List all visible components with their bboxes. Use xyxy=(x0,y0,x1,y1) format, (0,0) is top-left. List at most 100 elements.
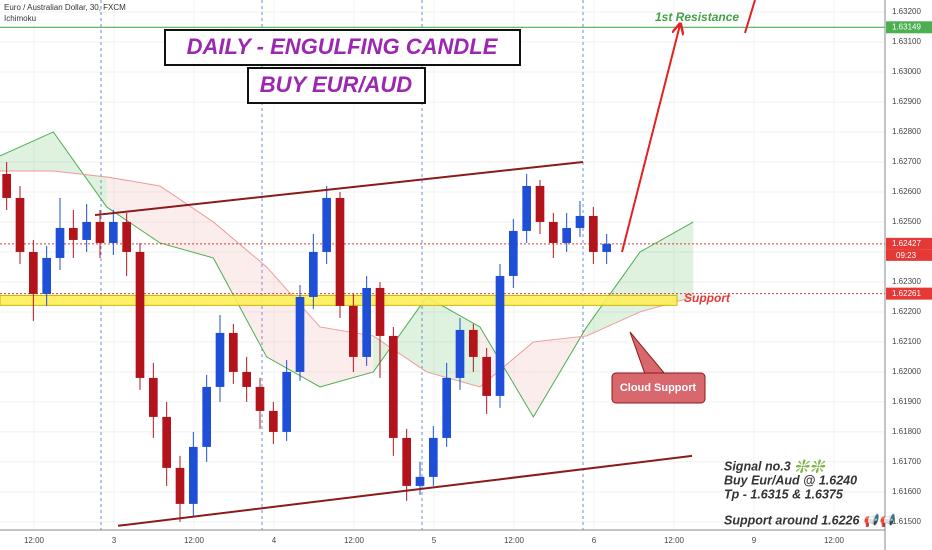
candle-body xyxy=(589,215,598,252)
cloud-fill xyxy=(0,131,54,171)
session-lines xyxy=(100,0,584,530)
candle-body xyxy=(562,227,571,243)
trendline xyxy=(117,454,693,527)
subheadline-box xyxy=(247,67,426,104)
candle-body xyxy=(149,377,158,417)
candle-body xyxy=(82,221,91,240)
y-tick-label: 1.61800 xyxy=(892,427,921,436)
subheadline: BUY EUR/AUD xyxy=(260,72,413,97)
candle-body xyxy=(455,329,465,378)
candle-body xyxy=(429,437,438,477)
cloud-fill xyxy=(160,185,214,258)
y-tick-label: 1.62200 xyxy=(892,307,921,316)
x-tick-label: 12:00 xyxy=(504,536,525,545)
candle-body xyxy=(175,467,185,504)
y-tick-label: 1.63000 xyxy=(892,67,921,76)
candle-body xyxy=(469,329,478,357)
candle-body xyxy=(15,197,25,252)
candle-body xyxy=(55,227,65,258)
x-tick-label: 3 xyxy=(112,536,117,545)
candle-body xyxy=(69,227,78,240)
candle-body xyxy=(495,275,505,396)
indicator-label: Ichimoku xyxy=(4,14,36,23)
candle-body xyxy=(189,446,198,504)
candle-body xyxy=(482,356,491,396)
x-tick-label: 12:00 xyxy=(664,536,685,545)
x-tick-label: 12:00 xyxy=(184,536,205,545)
price-tag xyxy=(886,287,932,300)
y-tick-label: 1.61900 xyxy=(892,397,921,406)
candle-body xyxy=(229,332,238,372)
candle-body xyxy=(535,185,545,222)
symbol-title: Euro / Australian Dollar, 30, FXCM xyxy=(4,3,126,12)
y-tick-label: 1.62500 xyxy=(892,217,921,226)
note: Signal no.3 ❇️❇️ xyxy=(724,458,828,473)
candle-body xyxy=(42,257,51,294)
note: Buy Eur/Aud @ 1.6240 xyxy=(724,473,857,487)
cloud-fill xyxy=(213,221,267,357)
price-tag-label: 1.62261 xyxy=(892,289,921,298)
candle-body xyxy=(2,173,12,198)
trendline xyxy=(621,25,680,253)
candle-body xyxy=(375,287,385,336)
candle-body xyxy=(269,410,278,432)
note: Support around 1.6226 📢📢 xyxy=(724,512,896,528)
candle-body xyxy=(215,332,225,387)
callout-text: Cloud Support xyxy=(620,382,697,394)
candle-body xyxy=(509,230,518,276)
y-tick-label: 1.61600 xyxy=(892,487,921,496)
x-tick-label: 9 xyxy=(752,536,757,545)
cloud-fill xyxy=(640,221,694,312)
candle-body xyxy=(522,185,531,231)
candle-body xyxy=(295,296,305,372)
y-tick-label: 1.62300 xyxy=(892,277,921,286)
x-tick-label: 6 xyxy=(592,536,597,545)
cloud-fill xyxy=(426,296,480,387)
candle-body xyxy=(415,476,425,486)
y-tick-label: 1.63200 xyxy=(892,7,921,16)
y-tick-label: 1.61700 xyxy=(892,457,921,466)
x-tick-label: 12:00 xyxy=(824,536,845,545)
candle-body xyxy=(29,251,38,294)
note: Tp - 1.6315 & 1.6375 xyxy=(724,487,844,501)
candle-body xyxy=(162,416,171,468)
price-tag xyxy=(886,237,932,250)
y-tick-label: 1.63100 xyxy=(892,37,921,46)
y-tick-label: 1.62100 xyxy=(892,337,921,346)
countdown-tag xyxy=(886,249,932,261)
cloud-fill xyxy=(53,131,107,207)
trendline xyxy=(744,0,756,34)
y-tick-label: 1.62700 xyxy=(892,157,921,166)
candle-body xyxy=(255,386,265,411)
candle-body xyxy=(335,197,345,306)
resistance-label: 1st Resistance xyxy=(655,10,739,24)
candle-body xyxy=(95,221,105,243)
candle-body xyxy=(109,221,118,243)
y-tick-label: 1.62000 xyxy=(892,367,921,376)
y-tick-label: 1.62900 xyxy=(892,97,921,106)
candle-body xyxy=(242,371,251,387)
candle-body xyxy=(282,371,291,432)
y-tick-label: 1.62600 xyxy=(892,187,921,196)
x-tick-label: 4 xyxy=(272,536,277,545)
candle-body xyxy=(309,251,318,297)
candle-body xyxy=(122,221,131,252)
countdown-label: 09:23 xyxy=(896,251,917,260)
candle-body xyxy=(349,305,358,357)
trendline xyxy=(94,160,584,217)
price-tag-label: 1.63149 xyxy=(892,22,921,31)
price-tag-label: 1.62427 xyxy=(892,239,921,248)
headline-box xyxy=(164,29,521,66)
x-tick-label: 12:00 xyxy=(344,536,365,545)
cloud-line xyxy=(0,170,694,388)
y-tick-label: 1.62800 xyxy=(892,127,921,136)
support-label: Support xyxy=(684,291,731,305)
x-tick-label: 12:00 xyxy=(24,536,45,545)
callout-box xyxy=(611,372,706,404)
candle-body xyxy=(442,377,451,438)
candle-body xyxy=(389,335,398,438)
x-tick-label: 5 xyxy=(432,536,437,545)
cloud-fill xyxy=(320,326,374,387)
